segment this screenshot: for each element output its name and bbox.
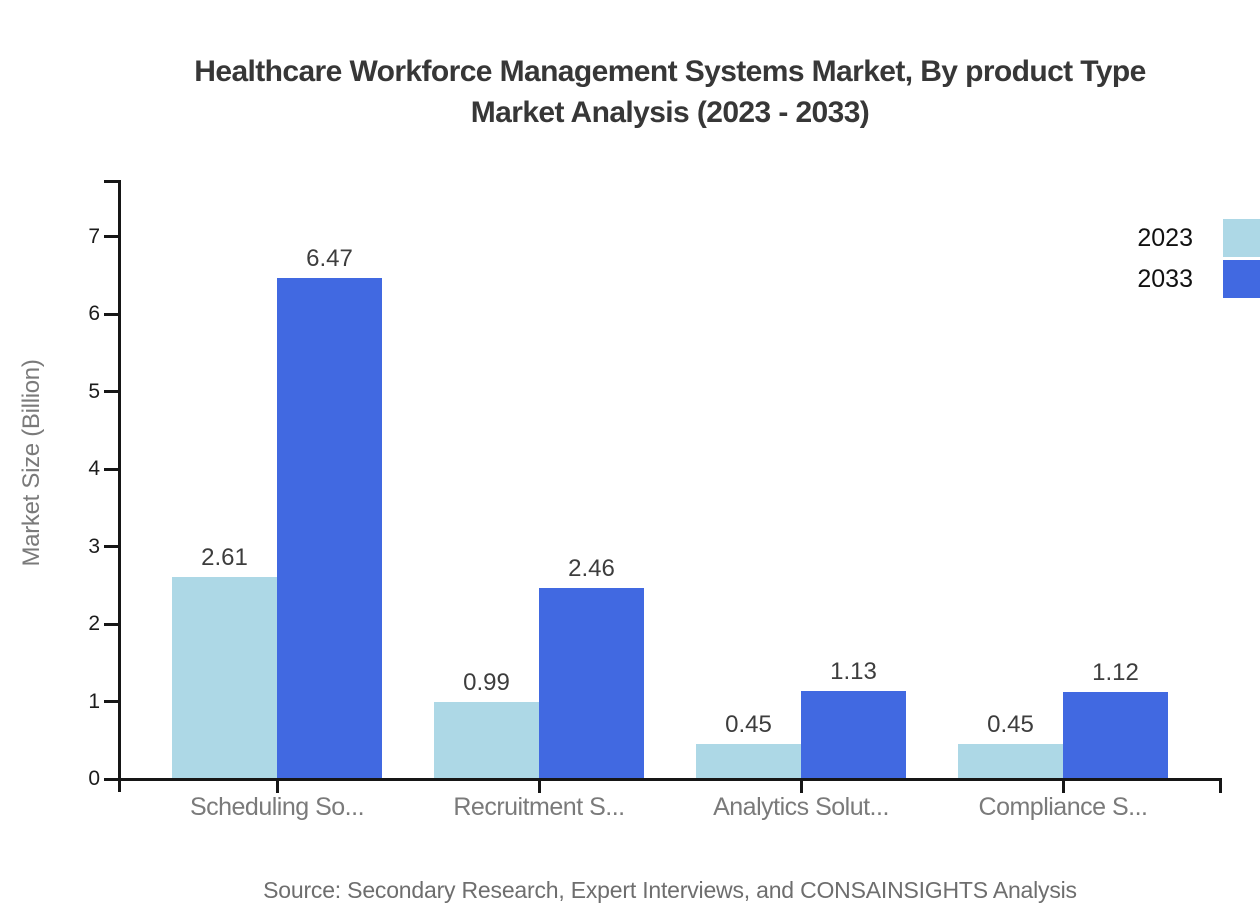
bar-value-label: 1.12: [1092, 659, 1139, 687]
x-axis-category-label: Analytics Solut...: [713, 793, 889, 821]
y-axis-tick-label: 1: [88, 689, 100, 713]
x-axis-line: [104, 778, 1222, 781]
legend-item-2033: 2033: [1137, 260, 1260, 298]
y-axis-tick: [104, 700, 118, 703]
y-axis-tick-label: 4: [88, 457, 100, 480]
bar-2023: [172, 576, 277, 779]
bar-value-label: 2.61: [201, 543, 248, 571]
y-axis-line: [118, 180, 121, 792]
y-axis-tick: [104, 312, 118, 316]
bar-value-label: 0.45: [987, 711, 1034, 739]
source-note: Source: Secondary Research, Expert Inter…: [263, 877, 1077, 903]
bar-2033: [277, 277, 382, 779]
y-axis-tick: [104, 467, 118, 471]
y-axis-tick: [104, 235, 118, 238]
bar-2023: [958, 744, 1063, 779]
legend: 2023 2033: [1137, 219, 1260, 298]
y-axis-top-cap: [104, 180, 121, 183]
bar-value-label: 0.45: [725, 711, 772, 739]
y-axis-tick-label: 5: [88, 379, 100, 403]
y-axis-tick: [104, 777, 118, 781]
y-axis-tick-label: 7: [88, 224, 100, 248]
bar-2023: [696, 744, 801, 779]
y-axis-tick: [104, 622, 118, 626]
legend-swatch-2033: [1223, 260, 1260, 298]
y-axis-tick-label: 2: [88, 612, 100, 635]
bar-value-label: 2.46: [568, 555, 615, 583]
legend-label-2023: 2023: [1137, 223, 1193, 252]
legend-item-2023: 2023: [1137, 219, 1260, 257]
bar-value-label: 1.13: [830, 658, 877, 686]
y-axis-tick-label: 3: [88, 534, 100, 558]
x-axis-category-label: Scheduling So...: [189, 793, 365, 821]
y-axis-tick: [104, 390, 118, 393]
legend-label-2033: 2033: [1137, 264, 1193, 293]
legend-swatch-2023: [1223, 219, 1260, 257]
x-axis-end-tick: [1219, 778, 1222, 793]
x-axis-tick: [537, 781, 541, 793]
bar-value-label: 6.47: [306, 244, 353, 272]
chart-title-line1: Healthcare Workforce Management Systems …: [194, 55, 1146, 88]
bar-2023: [434, 702, 539, 779]
x-axis-category-label: Recruitment S...: [453, 793, 625, 821]
y-axis-tick-label: 6: [88, 302, 100, 325]
bar-2033: [801, 691, 906, 779]
y-axis-tick: [104, 545, 118, 548]
chart-title: Healthcare Workforce Management Systems …: [70, 51, 1260, 133]
bar-value-label: 0.99: [463, 669, 510, 697]
bar-2033: [1063, 692, 1168, 779]
bar-2033: [539, 588, 644, 779]
chart-title-line2: Market Analysis (2023 - 2033): [470, 96, 870, 129]
x-axis-tick: [275, 781, 279, 793]
x-axis-category-label: Compliance S...: [978, 793, 1148, 821]
x-axis-tick: [1061, 781, 1065, 793]
y-axis-tick-label: 0: [88, 767, 100, 790]
x-axis-tick: [799, 781, 803, 793]
